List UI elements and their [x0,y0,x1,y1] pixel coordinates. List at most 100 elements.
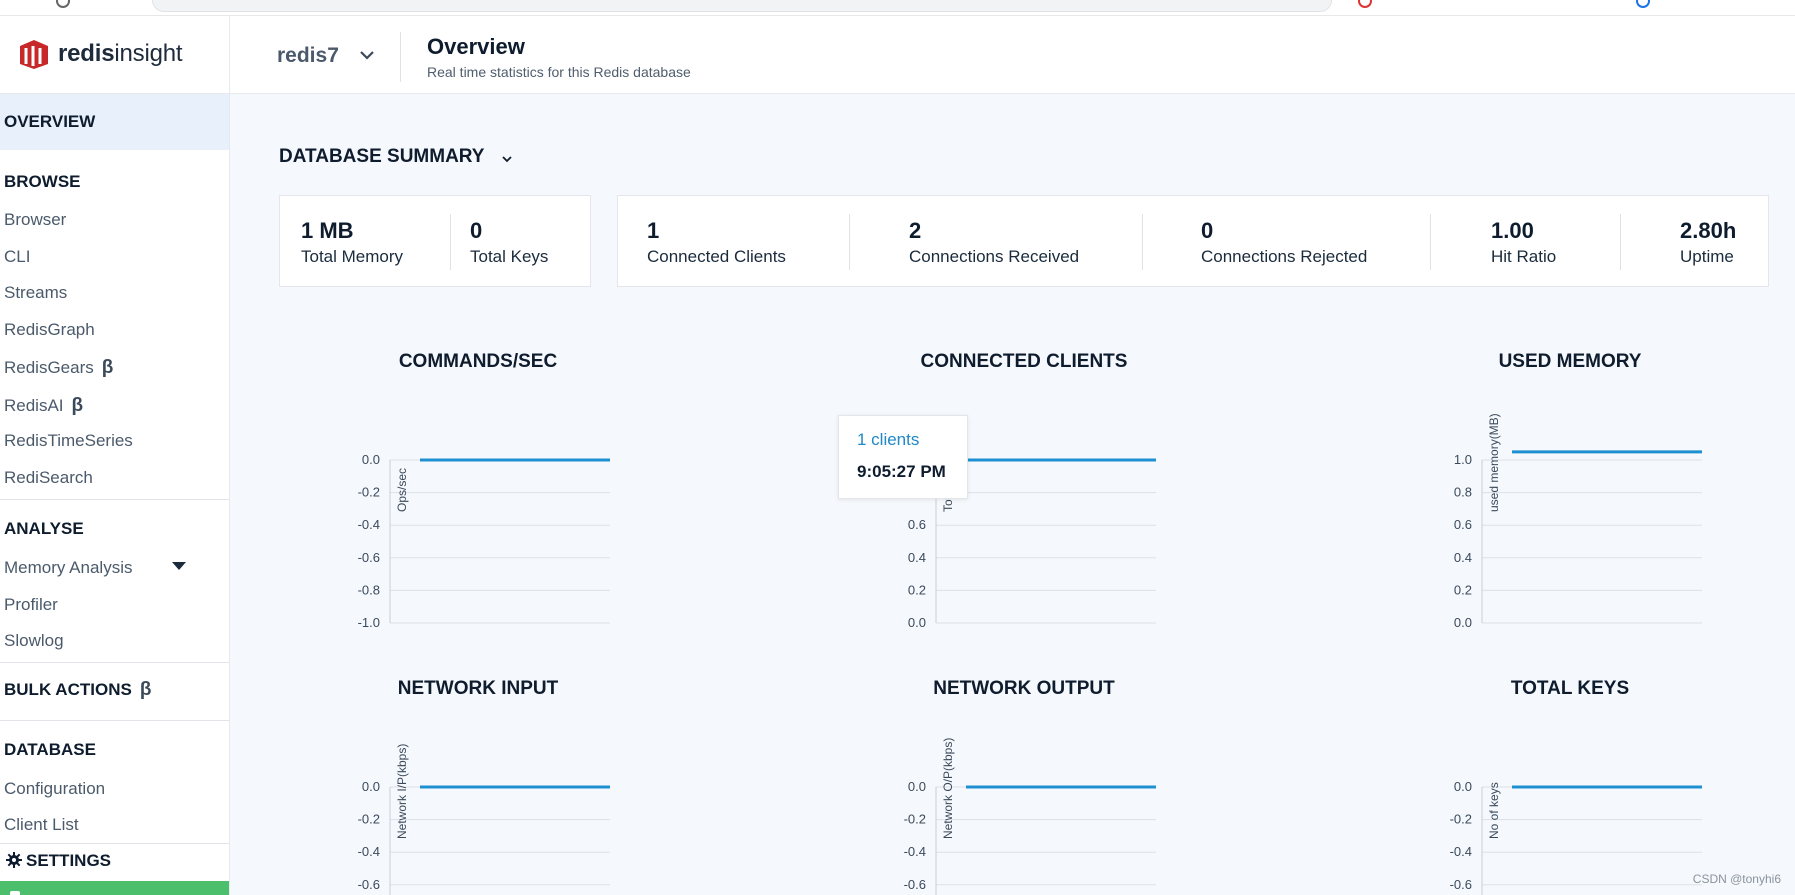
page-subtitle: Real time statistics for this Redis data… [427,64,691,80]
reload-icon[interactable] [56,0,70,8]
y-tick-label: 0.6 [908,517,926,532]
chart-title: CONNECTED CLIENTS [920,351,1128,372]
y-axis-label: used memory(MB) [1487,413,1501,512]
stat-total-memory: 1 MB Total Memory [280,196,450,288]
sidebar-divider [0,499,229,500]
sidebar-item-profiler[interactable]: Profiler [4,595,58,614]
caret-down-icon[interactable] [172,562,186,570]
y-tick-label: -0.2 [904,812,926,827]
y-tick-label: 0.6 [1454,517,1472,532]
main-content: DATABASE SUMMARY 1 MB Total Memory 0 Tot… [230,94,1795,895]
y-tick-label: -0.6 [904,877,926,892]
sidebar-item-redisai[interactable]: RedisAI β [4,395,83,417]
chart-title: USED MEMORY [1498,351,1642,372]
y-tick-label: 0.0 [1454,779,1472,794]
sidebar-item-redisgraph[interactable]: RedisGraph [4,320,95,339]
y-tick-label: -0.2 [1450,812,1472,827]
sidebar-item-redisearch[interactable]: RediSearch [4,468,93,487]
y-tick-label: -0.8 [358,582,380,597]
sidebar-divider [0,843,229,844]
stat-value: 0 [470,218,483,243]
stat-label: Connections Rejected [1201,247,1368,266]
chart-title: NETWORK INPUT [397,678,559,699]
y-tick-label: 0.2 [908,582,926,597]
sidebar-divider [0,662,229,663]
y-tick-label: -0.4 [358,517,380,532]
y-axis-label: Ops/sec [395,468,409,512]
chart-title: TOTAL KEYS [1510,678,1630,699]
sidebar-item-label: RedisAI [4,396,64,415]
memory-keys-card: 1 MB Total Memory 0 Total Keys [279,195,591,287]
chevron-down-icon[interactable] [358,48,376,62]
y-tick-label: 0.0 [1454,615,1472,630]
stat-label: Uptime [1680,247,1734,266]
total-keys-chart: 0.0-0.2-0.4-0.6-0.8No of keys [1450,779,1702,895]
y-tick-label: -0.6 [358,877,380,892]
y-tick-label: 0.0 [362,452,380,467]
y-tick-label: -0.2 [358,812,380,827]
database-summary-toggle[interactable]: DATABASE SUMMARY [279,146,485,167]
redis-logo-icon [20,40,48,69]
header-divider [400,32,401,82]
profile-icon[interactable] [1636,0,1650,8]
y-tick-label: 0.4 [908,550,926,565]
y-tick-label: 1.0 [1454,452,1472,467]
stat-total-keys: 0 Total Keys [450,196,590,288]
used-memory-chart: 1.0 0.8 0.6 0.4 0.2 0.0 used memory(MB) [1454,413,1702,630]
page-title: Overview [427,34,525,59]
y-tick-label: -0.6 [358,550,380,565]
stat-divider [1142,214,1143,270]
stat-divider [1430,214,1431,270]
beta-badge: β [71,395,84,416]
y-tick-label: -0.4 [358,844,380,859]
sidebar-heading-analyse[interactable]: ANALYSE [4,519,84,538]
chart-title: COMMANDS/SEC [398,351,558,372]
sidebar-item-cli[interactable]: CLI [4,247,31,266]
watermark: CSDN @tonyhi6 [1692,872,1781,886]
sidebar-item-redisgears[interactable]: RedisGears β [4,357,113,379]
y-tick-label: 0.4 [1454,550,1472,565]
sidebar-item-overview[interactable]: OVERVIEW [0,94,229,150]
stat-value: 1 [647,218,660,243]
sidebar-heading-database[interactable]: DATABASE [4,740,96,759]
sidebar-item-configuration[interactable]: Configuration [4,779,106,798]
stat-value: 2.80h [1680,218,1737,243]
y-axis-label: Network O/P(kbps) [941,738,955,839]
sidebar-item-bulk-actions[interactable]: BULK ACTIONS β [4,679,151,701]
extension-icon[interactable] [1358,0,1372,8]
y-tick-label: 0.0 [908,779,926,794]
network-output-chart: 0.0-0.2-0.4-0.6-0.8Network O/P(kbps) [904,738,1156,895]
status-bar [0,881,229,895]
beta-badge: β [139,679,152,700]
sidebar-heading-browse[interactable]: BROWSE [4,172,81,191]
chart-tooltip: 1 clients 9:05:27 PM [838,415,968,499]
chevron-down-icon[interactable] [501,154,513,164]
sidebar-item-client-list[interactable]: Client List [4,815,79,834]
sidebar-item-streams[interactable]: Streams [4,283,68,302]
sidebar-item-label: SETTINGS [26,851,112,870]
redisinsight-logo[interactable]: redisinsight [18,38,183,70]
gear-icon [6,852,22,868]
sidebar-item-browser[interactable]: Browser [4,210,67,229]
y-axis-label: Network I/P(kbps) [395,744,409,839]
sidebar-item-redistimeseries[interactable]: RedisTimeSeries [4,431,133,450]
chart-title: NETWORK OUTPUT [933,678,1115,699]
app-header: redisinsight redis7 Overview Real time s… [0,16,1795,94]
y-tick-label: -0.4 [904,844,926,859]
stat-label: Connections Received [909,247,1080,266]
stat-value: 2 [909,218,922,243]
y-tick-label: -0.4 [1450,844,1472,859]
y-axis-label: No of keys [1487,782,1501,839]
stat-value: 0 [1201,218,1214,243]
sidebar-item-memory-analysis[interactable]: Memory Analysis [4,558,133,577]
beta-badge: β [101,357,114,378]
sidebar-item-settings[interactable]: SETTINGS [6,851,111,871]
header-divider [229,16,230,94]
sidebar-item-label: RedisGears [4,358,94,377]
address-bar[interactable] [152,0,1332,12]
stat-label: Connected Clients [647,247,786,266]
sidebar-item-slowlog[interactable]: Slowlog [4,631,64,650]
database-name[interactable]: redis7 [277,44,339,67]
y-tick-label: -0.6 [1450,877,1472,892]
sidebar-item-label: BULK ACTIONS [4,680,132,699]
